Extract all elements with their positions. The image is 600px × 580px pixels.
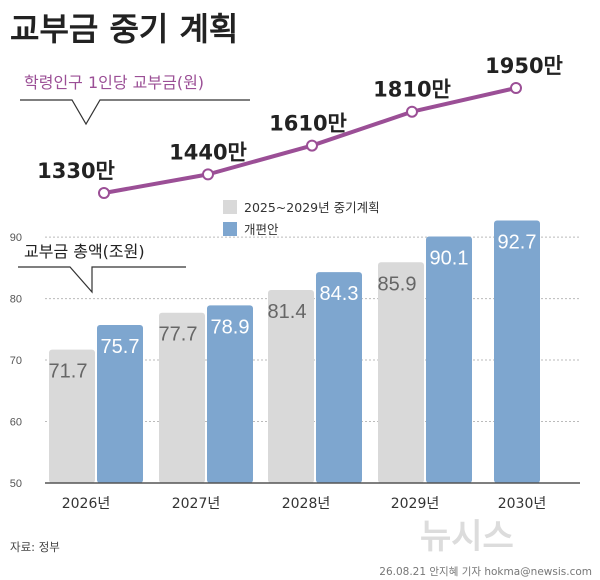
source-note: 자료: 정부	[10, 540, 60, 554]
line-point	[98, 187, 110, 199]
x-tick-label: 2026년	[62, 496, 111, 512]
bar-series: 71.7 75.7 77.7 78.9 81.4 84.3 85.9 90.1 92.7	[49, 220, 540, 483]
line-title-callout: 학령인구 1인당 교부금(원)	[20, 73, 250, 126]
line-point	[306, 139, 318, 152]
x-tick-label: 2029년	[391, 496, 440, 512]
bar-plan-label: 71.7	[49, 361, 88, 383]
line-point-label: 1950만	[485, 54, 563, 78]
line-point-label: 1810만	[373, 78, 451, 102]
line-series: 1330만 1440만 1610만 1810만 1950만	[37, 54, 563, 199]
line-point	[406, 105, 418, 118]
bar-chart-title: 교부금 총액(조원)	[24, 242, 145, 261]
y-tick-label: 60	[10, 417, 22, 429]
legend: 2025~2029년 중기계획 개편안	[223, 200, 380, 237]
line-point	[202, 168, 214, 181]
x-tick-label: 2030년	[498, 496, 547, 512]
bar-plan-label: 81.4	[268, 301, 307, 323]
watermark-logo: 뉴시스	[420, 517, 514, 557]
legend-label-plan: 2025~2029년 중기계획	[244, 200, 380, 215]
line-point	[510, 82, 522, 94]
line-title-pointer	[20, 99, 250, 126]
line-point-label: 1330만	[37, 159, 115, 183]
bar-reform	[97, 325, 143, 483]
y-tick-label: 80	[10, 294, 22, 306]
bar-plan	[268, 289, 314, 483]
bar-reform	[426, 236, 472, 483]
x-tick-labels: 2026년 2027년 2028년 2029년 2030년	[62, 496, 547, 512]
credit-note: 26.08.21 안지혜 기자 hokma@newsis.com	[379, 566, 592, 578]
line-point-label: 1440만	[169, 140, 247, 164]
bar-plan	[49, 349, 95, 483]
bar-title-pointer	[18, 266, 186, 294]
x-tick-label: 2028년	[282, 496, 331, 512]
bar-reform-label: 84.3	[320, 283, 359, 305]
bar-title-callout: 교부금 총액(조원)	[18, 242, 186, 294]
bar-plan	[159, 312, 205, 483]
bar-reform-label: 78.9	[211, 316, 250, 338]
line-chart-title: 학령인구 1인당 교부금(원)	[24, 73, 204, 92]
bar-plan-label: 85.9	[378, 273, 417, 295]
bar-plan	[378, 262, 424, 483]
line-point-label: 1610만	[269, 112, 347, 136]
y-tick-label: 70	[10, 355, 22, 367]
y-tick-label: 90	[10, 232, 22, 244]
bar-reform-label: 92.7	[498, 231, 537, 253]
legend-label-reform: 개편안	[244, 222, 279, 237]
legend-swatch-plan	[223, 200, 237, 214]
bar-reform	[494, 220, 540, 483]
bar-plan-label: 77.7	[159, 324, 198, 346]
x-tick-label: 2027년	[172, 496, 221, 512]
bar-reform	[207, 305, 253, 483]
bar-reform-label: 75.7	[101, 336, 140, 358]
legend-swatch-reform	[223, 222, 237, 236]
page-title: 교부금 중기 계획	[10, 10, 238, 48]
bar-reform-label: 90.1	[430, 247, 469, 269]
bar-reform	[316, 272, 362, 483]
y-tick-label: 50	[10, 478, 22, 490]
